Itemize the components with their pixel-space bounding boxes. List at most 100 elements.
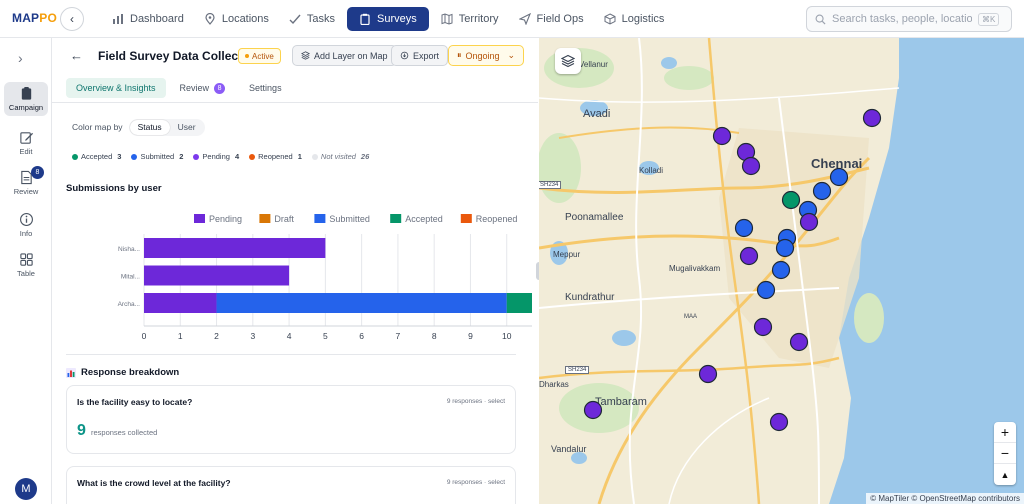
- color-by-user-option[interactable]: User: [177, 122, 196, 132]
- status-legend-item: Reopened 1: [249, 152, 302, 161]
- map-marker[interactable]: [771, 260, 791, 280]
- x-tick-label: 1: [178, 331, 183, 341]
- box-icon: [604, 13, 616, 25]
- map-marker[interactable]: [712, 126, 732, 146]
- status-legend: Accepted 3 Submitted 2 Pending 4 Reopened 1 Not …: [72, 152, 369, 161]
- map-marker[interactable]: [799, 212, 819, 232]
- nav-field-ops[interactable]: Field Ops: [511, 7, 592, 31]
- legend-label: Reopened: [476, 214, 518, 224]
- bar-chart-icon: [113, 14, 123, 24]
- ongoing-status-dropdown[interactable]: ⏸ Ongoing ⌄: [448, 45, 524, 66]
- check-icon: [289, 14, 301, 25]
- add-layer-button[interactable]: Add Layer on Map: [292, 45, 397, 66]
- nav-logistics[interactable]: Logistics: [596, 7, 673, 31]
- map-marker[interactable]: [781, 190, 801, 210]
- map-marker[interactable]: [775, 238, 795, 258]
- map-label: Meppur: [553, 250, 581, 259]
- map-marker[interactable]: [734, 218, 754, 238]
- tab-settings[interactable]: Settings: [249, 83, 282, 93]
- map-marker[interactable]: [812, 181, 832, 201]
- map-view[interactable]: Vellanur Avadi Chennai Kolladi Poonamall…: [539, 38, 1024, 504]
- nav-territory[interactable]: Territory: [433, 7, 507, 31]
- x-tick-label: 6: [359, 331, 364, 341]
- map-marker[interactable]: [789, 332, 809, 352]
- export-icon: [400, 51, 409, 60]
- compass-button[interactable]: ▲: [1000, 469, 1010, 480]
- legend-swatch: [314, 214, 326, 223]
- chevron-down-icon: ⌄: [507, 50, 516, 60]
- map-label: Vandalur: [551, 444, 587, 454]
- map-marker[interactable]: [756, 280, 776, 300]
- map-label: Vellanur: [579, 60, 608, 69]
- expand-rail-button[interactable]: ›: [18, 50, 23, 66]
- back-button[interactable]: ‹: [60, 7, 84, 31]
- review-count-badge: 8: [31, 166, 44, 179]
- nav-surveys[interactable]: Surveys: [347, 7, 429, 31]
- bar-segment: [216, 293, 507, 313]
- map-marker[interactable]: [829, 167, 849, 187]
- zoom-in-button[interactable]: +: [994, 422, 1016, 443]
- legend-swatch: [390, 214, 402, 223]
- bar-segment: [144, 238, 326, 258]
- map-marker[interactable]: [583, 400, 603, 420]
- send-icon: [518, 13, 531, 25]
- status-count: 2: [179, 152, 184, 161]
- search-input[interactable]: [832, 13, 972, 25]
- rail-item-campaign[interactable]: Campaign: [4, 82, 48, 116]
- map-label: Kundrathur: [565, 292, 615, 303]
- bar-segment: [144, 265, 290, 286]
- rail-item-review[interactable]: Review 8: [4, 166, 48, 200]
- survey-panel: ← Field Survey Data Collect... Active Ad…: [52, 38, 538, 504]
- section-divider: [66, 354, 516, 355]
- map-layers-button[interactable]: [555, 48, 581, 74]
- user-avatar[interactable]: M: [15, 478, 37, 500]
- global-search[interactable]: ⌘K: [806, 6, 1012, 32]
- status-dot-icon: [193, 153, 200, 160]
- clipboard-icon: [360, 13, 370, 25]
- map-label: MAA: [684, 314, 698, 320]
- question-card[interactable]: Is the facility easy to locate? 9 respon…: [66, 385, 516, 454]
- map-label: Mugalivakkam: [669, 264, 721, 273]
- y-tick-label: Mital...: [121, 274, 140, 281]
- map-marker[interactable]: [698, 364, 718, 384]
- map-marker[interactable]: [862, 108, 882, 128]
- nav-locations[interactable]: Locations: [196, 7, 277, 31]
- zoom-out-button[interactable]: −: [994, 443, 1016, 464]
- tab-review[interactable]: Review 8: [170, 78, 236, 98]
- map-marker[interactable]: [769, 412, 789, 432]
- nav-tasks[interactable]: Tasks: [281, 7, 343, 31]
- status-legend-item: Not visited 26: [311, 152, 370, 161]
- status-dot-icon: [72, 153, 78, 160]
- legend-swatch: [259, 214, 271, 223]
- x-tick-label: 8: [432, 331, 437, 341]
- status-count: 26: [360, 152, 370, 161]
- panel-tabs: Overview & Insights Review 8 Settings: [66, 78, 292, 98]
- question-meta: 9 responses · select: [446, 479, 505, 486]
- x-tick-label: 2: [214, 331, 219, 341]
- question-card[interactable]: What is the crowd level at the facility?…: [66, 466, 516, 504]
- map-icon: [441, 13, 453, 25]
- y-tick-label: Nisha...: [118, 246, 140, 253]
- submissions-title: Submissions by user: [66, 183, 162, 194]
- map-attribution[interactable]: © MapTiler © OpenStreetMap contributors: [866, 493, 1024, 504]
- status-badge: Active: [238, 48, 281, 64]
- back-arrow-icon[interactable]: ←: [70, 48, 83, 63]
- search-icon: [815, 14, 826, 25]
- status-count: 4: [234, 152, 240, 161]
- tab-overview[interactable]: Overview & Insights: [66, 78, 166, 98]
- status-legend-item: Submitted 2: [131, 152, 183, 161]
- color-map-selector: Color map by Status User: [72, 118, 205, 136]
- rail-item-table[interactable]: Table: [4, 248, 48, 282]
- nav-dashboard[interactable]: Dashboard: [104, 7, 192, 31]
- map-marker[interactable]: [741, 156, 761, 176]
- legend-label: Draft: [274, 214, 294, 224]
- rail-item-edit[interactable]: Edit: [4, 126, 48, 160]
- rail-item-info[interactable]: Info: [4, 208, 48, 242]
- map-marker[interactable]: [753, 317, 773, 337]
- color-by-status-option[interactable]: Status: [129, 119, 170, 135]
- app-logo[interactable]: MAPPO: [12, 11, 58, 25]
- response-count: 9: [77, 422, 86, 439]
- x-tick-label: 5: [323, 331, 328, 341]
- map-marker[interactable]: [739, 246, 759, 266]
- export-button[interactable]: Export: [391, 45, 449, 66]
